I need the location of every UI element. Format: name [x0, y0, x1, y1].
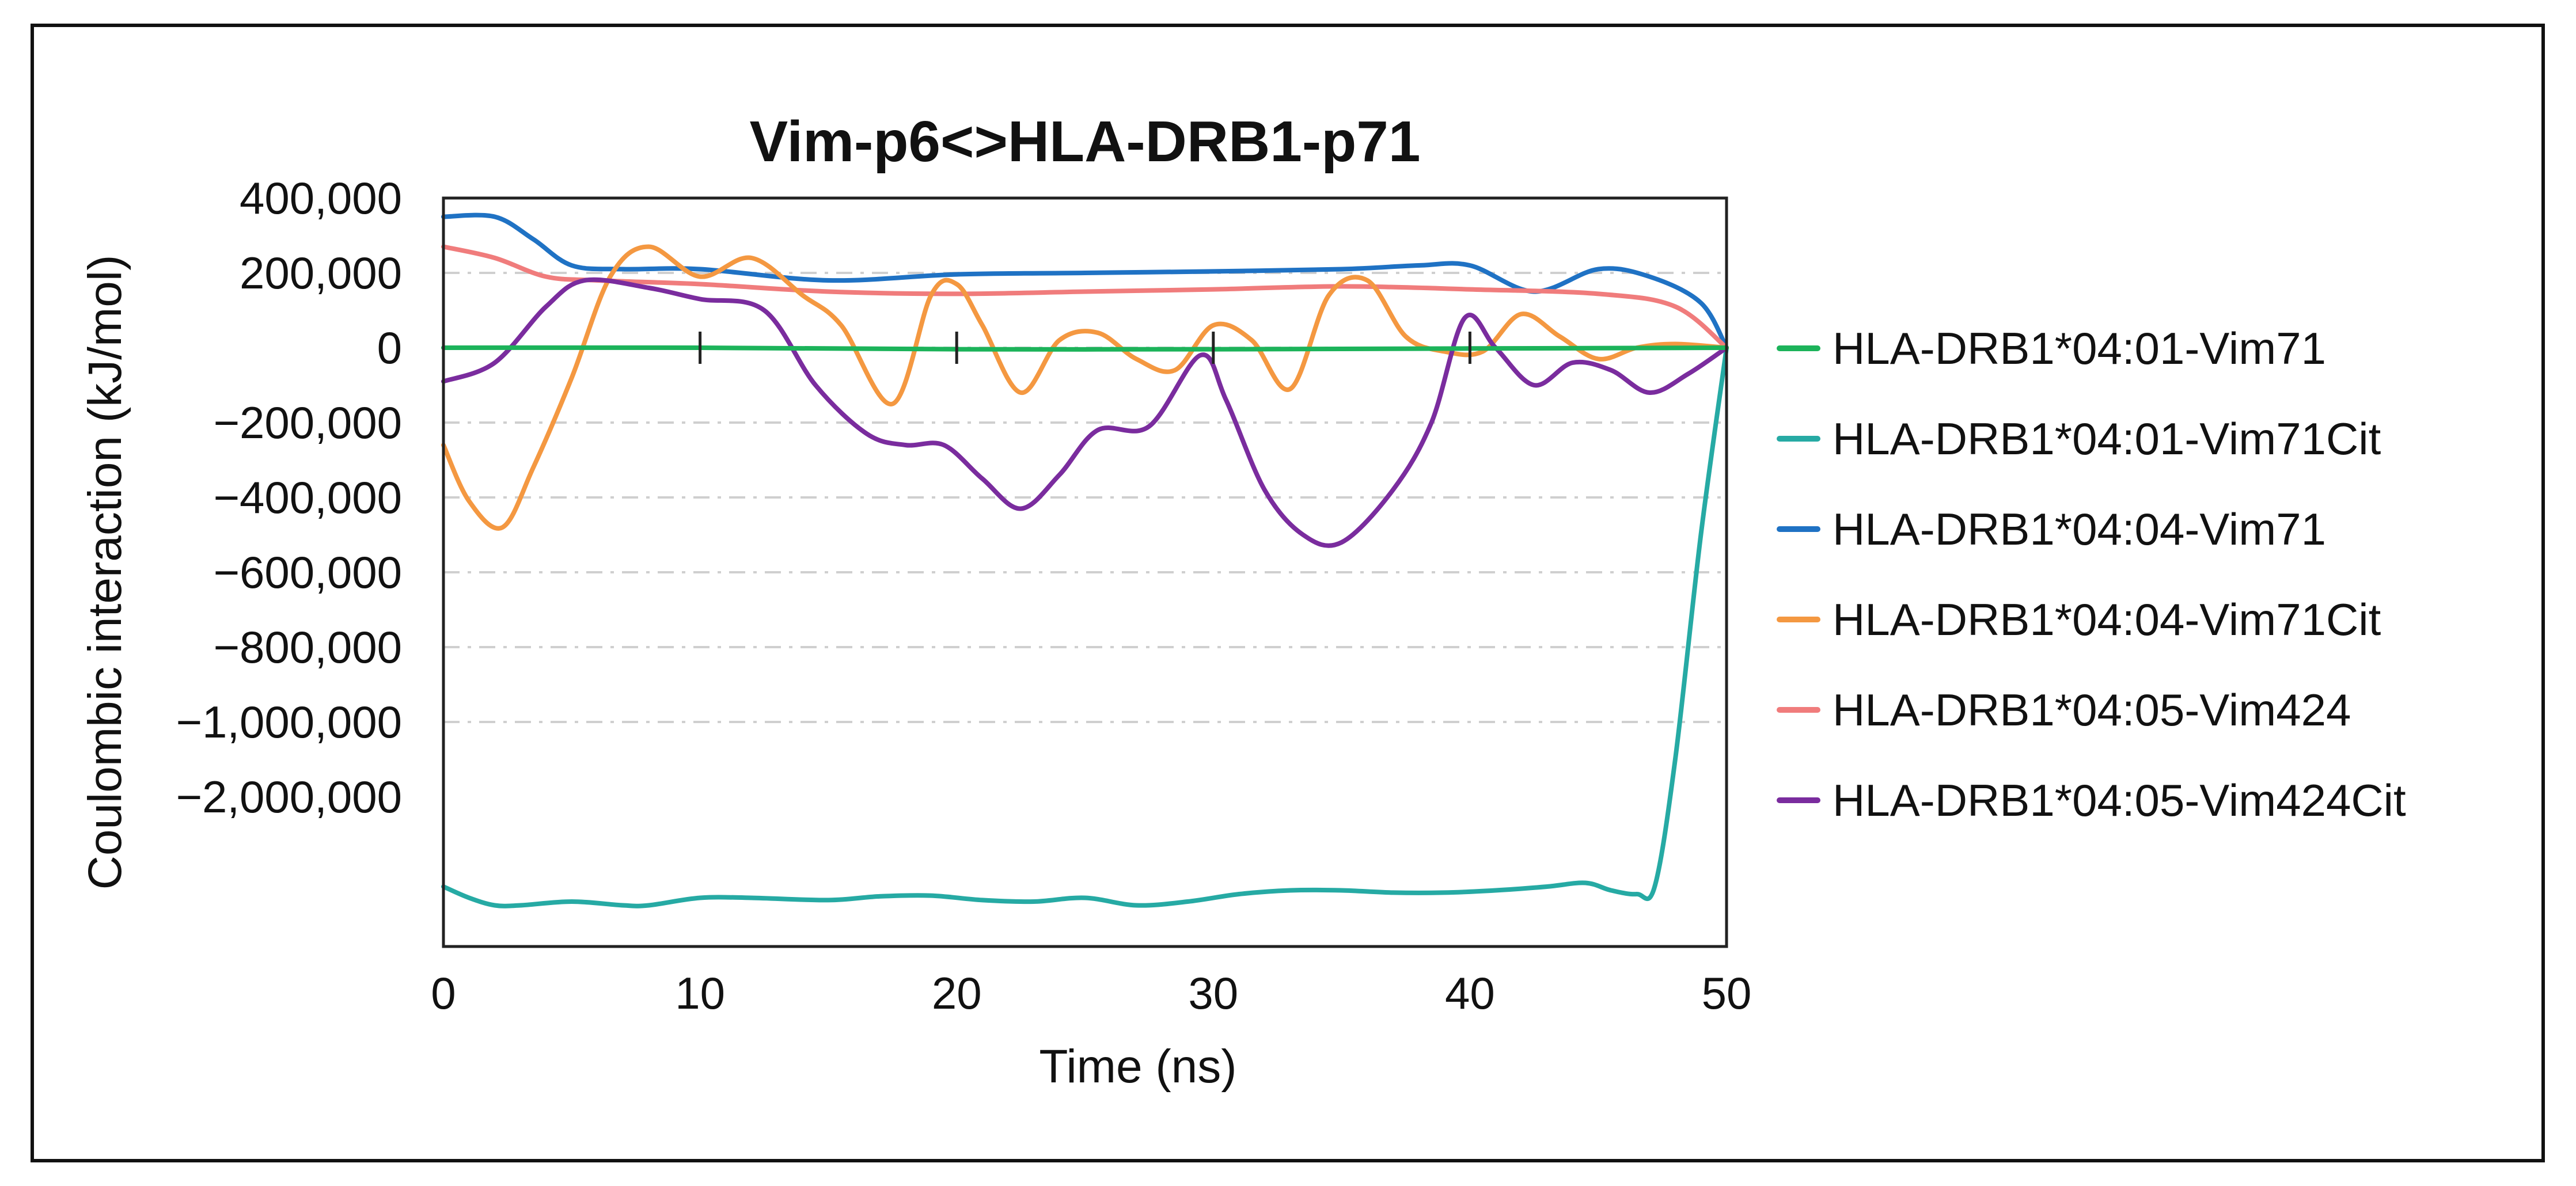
series-line-4: [441, 244, 1729, 531]
legend-label: HLA-DRB1*04:01-Vim71Cit: [1833, 413, 2381, 464]
y-tick-label: −2,000,000: [176, 771, 402, 822]
gridlines: [443, 272, 1727, 723]
legend-label: HLA-DRB1*04:05-Vim424: [1833, 685, 2351, 735]
series-line-6: [441, 277, 1729, 548]
x-tick-label: 30: [1188, 968, 1238, 1018]
y-tick-label: −800,000: [213, 622, 402, 672]
x-tick-labels: 0 10 20 30 40 50: [431, 968, 1751, 1018]
x-tick-label: 50: [1702, 968, 1752, 1018]
x-tick-label: 0: [431, 968, 456, 1018]
y-tick-label: −200,000: [213, 397, 402, 448]
legend: HLA-DRB1*04:01-Vim71 HLA-DRB1*04:01-Vim71…: [1777, 323, 2406, 826]
series-line-2: [441, 345, 1729, 908]
legend-label: HLA-DRB1*04:05-Vim424Cit: [1833, 775, 2406, 826]
x-tick-label: 40: [1445, 968, 1495, 1018]
x-tick-label: 20: [932, 968, 982, 1018]
legend-label: HLA-DRB1*04:01-Vim71: [1833, 323, 2326, 374]
legend-label: HLA-DRB1*04:04-Vim71Cit: [1833, 594, 2381, 645]
x-tick-label: 10: [675, 968, 725, 1018]
y-tick-label: −600,000: [213, 547, 402, 598]
x-tick-marks: [699, 332, 1471, 364]
legend-label: HLA-DRB1*04:04-Vim71: [1833, 504, 2326, 554]
y-axis-title: Coulombic interaction (kJ/mol): [79, 255, 131, 890]
y-tick-labels: 400,000 200,000 0 −200,000 −400,000 −600,000 −…: [176, 173, 402, 822]
series-line-3: [441, 212, 1729, 350]
y-tick-label: 400,000: [240, 173, 402, 223]
figure-frame: [31, 24, 2545, 1162]
x-axis-title: Time (ns): [1039, 1040, 1236, 1093]
series-group: [441, 212, 1729, 908]
y-tick-label: 200,000: [240, 248, 402, 298]
series-line-1: [441, 345, 1729, 352]
plot-area: [442, 196, 1728, 948]
chart-title: Vim-p6<>HLA-DRB1-p71: [749, 109, 1420, 174]
y-tick-label: −400,000: [213, 472, 402, 523]
y-tick-label: 0: [377, 322, 402, 373]
y-tick-label: −1,000,000: [176, 697, 402, 747]
